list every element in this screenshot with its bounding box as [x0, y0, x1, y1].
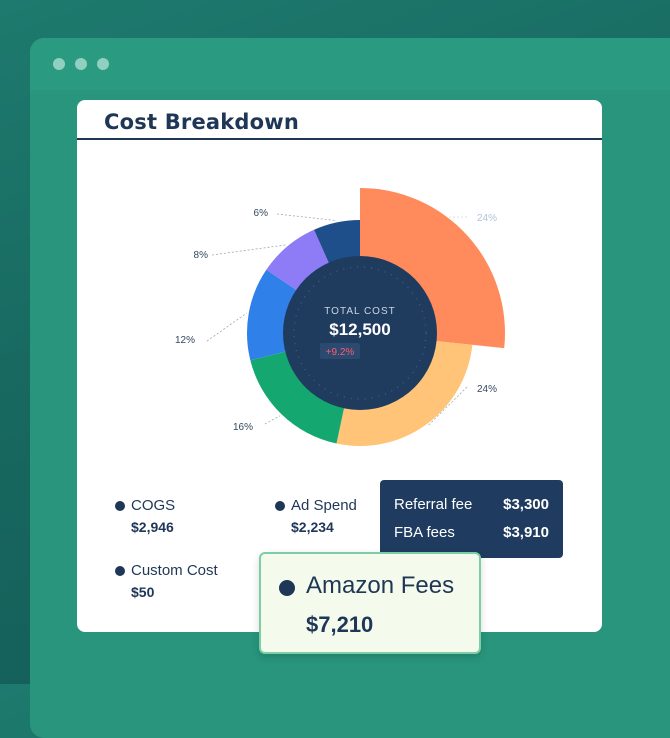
tooltip-row-referral-fee: Referral fee $3,300	[394, 496, 549, 513]
card-title: Cost Breakdown	[104, 110, 300, 134]
window-dot-icon[interactable]	[97, 58, 109, 70]
chart-slice[interactable]	[360, 188, 505, 349]
tooltip-row-fba-fees: FBA fees $3,910	[394, 524, 549, 541]
window-dot-icon[interactable]	[75, 58, 87, 70]
chart-center-disc	[283, 256, 437, 410]
legend-label: Ad Spend	[291, 497, 357, 514]
legend-dot	[275, 501, 285, 511]
slice-leader-line	[211, 244, 287, 256]
slice-percent-label: 12%	[175, 335, 195, 346]
slice-leader-line	[206, 312, 247, 342]
legend-dot	[115, 501, 125, 511]
title-divider	[77, 138, 602, 140]
legend-value: $2,234	[291, 519, 334, 535]
chart-slice[interactable]	[314, 220, 360, 264]
chart-slice[interactable]	[247, 269, 297, 361]
amazon-fees-card[interactable]: Amazon Fees $7,210	[259, 552, 481, 654]
chart-center-ring	[293, 266, 427, 400]
legend-dot	[279, 580, 295, 596]
chart-slice[interactable]	[250, 351, 345, 444]
legend-value: $50	[131, 584, 155, 600]
legend-dot	[115, 566, 125, 576]
window-titlebar	[30, 38, 670, 90]
slice-leader-line	[264, 415, 281, 425]
total-cost-label: TOTAL COST	[324, 306, 396, 317]
amazon-fees-tooltip: Referral fee $3,300 FBA fees $3,910	[380, 480, 563, 558]
tooltip-label: Referral fee	[394, 496, 473, 513]
total-cost-value: $12,500	[329, 320, 390, 339]
legend-value: $2,946	[131, 519, 174, 535]
chart-slice[interactable]	[266, 229, 330, 291]
change-value: +9.2%	[326, 347, 355, 358]
slice-percent-label: 8%	[194, 250, 209, 261]
amazon-fees-label: Amazon Fees	[306, 572, 455, 599]
tooltip-value: $3,300	[503, 496, 549, 513]
slice-percent-label: 6%	[254, 208, 269, 219]
change-badge	[320, 343, 360, 359]
cost-donut-chart: 24% 24% 16% 12% 8% 6% TOTAL COST $12,500 +9.2…	[175, 188, 505, 446]
tooltip-value: $3,910	[503, 524, 549, 541]
slice-leader-line	[427, 386, 468, 427]
amazon-fees-value: $7,210	[306, 612, 374, 637]
legend-label: COGS	[131, 497, 176, 514]
tooltip-label: FBA fees	[394, 524, 455, 541]
slice-percent-label: 24%	[477, 213, 497, 224]
slice-percent-label: 24%	[477, 384, 497, 395]
legend-label: Custom Cost	[131, 562, 218, 579]
chart-slice[interactable]	[336, 340, 473, 446]
window-dot-icon[interactable]	[53, 58, 65, 70]
slice-leader-line	[276, 213, 337, 221]
slice-percent-label: 16%	[233, 422, 253, 433]
